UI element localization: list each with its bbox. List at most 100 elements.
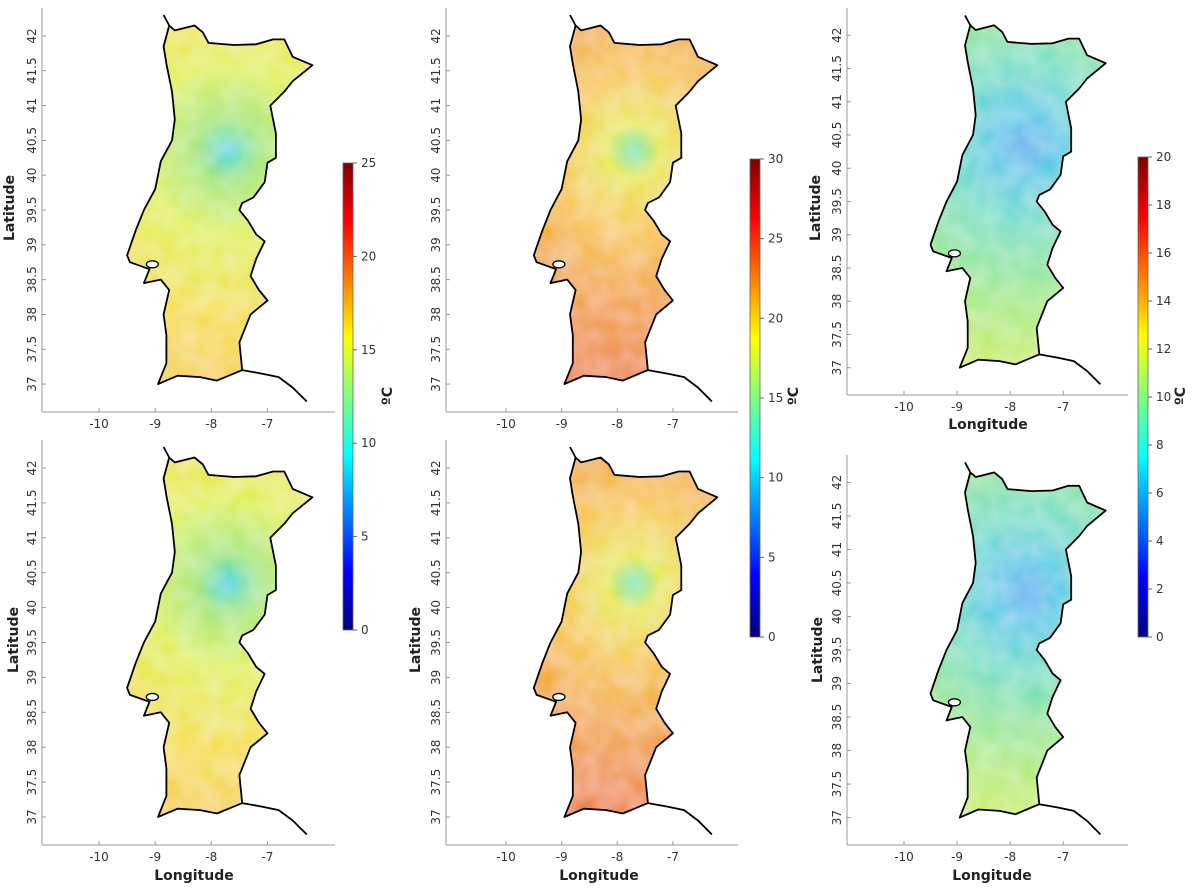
- x-tick-label: -9: [149, 417, 161, 431]
- estuary: [552, 692, 566, 702]
- colorbar-1: 0 5 10 15 20 25 ºC: [342, 156, 396, 637]
- y-tick-label: 42: [830, 28, 844, 43]
- coastline-extension: [647, 802, 713, 836]
- y-tick-label: 37.5: [25, 336, 39, 363]
- estuary: [145, 260, 159, 269]
- x-axis-label: Longitude: [948, 417, 1028, 433]
- coastline: [532, 456, 719, 818]
- coastline-extension: [242, 369, 308, 403]
- x-tick-label: -8: [1004, 850, 1016, 864]
- y-tick-label: 40: [429, 168, 443, 183]
- y-tick-label: 39: [830, 227, 844, 242]
- y-tick-label: 42: [25, 28, 39, 43]
- colorbar-unit-label: ºC: [380, 387, 396, 405]
- y-tick-label: 37.5: [25, 769, 39, 796]
- colorbar-tick-label: 14: [1156, 294, 1171, 308]
- x-tick-label: -10: [89, 417, 109, 431]
- y-tick-label: 41: [830, 94, 844, 109]
- colorbar-tick-label: 6: [1156, 486, 1164, 500]
- colorbar-tick-label: 30: [768, 152, 783, 166]
- y-tick-label: 37: [25, 376, 39, 391]
- y-tick-label: 39: [25, 670, 39, 685]
- colorbar-tick-label: 15: [361, 343, 376, 357]
- coastline: [929, 471, 1107, 819]
- colorbar-tick-label: 2: [1156, 582, 1164, 596]
- y-tick-label: 39: [429, 237, 443, 252]
- x-tick-label: -7: [667, 850, 679, 864]
- y-tick-label: 41.5: [25, 490, 39, 517]
- temperature-field: [533, 457, 718, 817]
- colorbar-unit-label: ºC: [1173, 387, 1189, 405]
- colorbar-ramp: [342, 162, 354, 631]
- x-tick-label: -8: [205, 850, 217, 864]
- x-tick-label: -7: [261, 417, 273, 431]
- y-tick-label: 41.5: [830, 503, 844, 530]
- colorbar-tick-label: 4: [1156, 534, 1164, 548]
- colorbar-tick-label: 8: [1156, 438, 1164, 452]
- colorbar-tick-label: 5: [361, 530, 369, 544]
- temperature-field: [930, 25, 1106, 368]
- map-panel-bottom-middle: 42 41.5 41 40.5 40 39.5 39 38.5 38 37.5 37 -10 -9 -8 -…: [408, 440, 738, 884]
- x-tick-label: -7: [667, 417, 679, 431]
- y-tick-label: 41: [830, 542, 844, 557]
- coastline-extension: [162, 446, 170, 458]
- coastline-extension: [1039, 353, 1102, 385]
- y-tick-label: 42: [429, 460, 443, 475]
- y-tick-label: 40: [830, 161, 844, 176]
- x-tick-label: -8: [611, 850, 623, 864]
- colorbar-tick-label: 25: [361, 156, 376, 170]
- y-tick-label: 42: [429, 28, 443, 43]
- map-panel-bottom-left: 42 41.5 41 40.5 40 39.5 39 38.5 38 37.5 37 -10 -9 -8 -…: [6, 440, 335, 884]
- x-tick-label: -7: [261, 850, 273, 864]
- coastline: [929, 24, 1107, 369]
- y-tick-label: 39.5: [830, 637, 844, 664]
- y-tick-label: 37.5: [830, 321, 844, 348]
- y-tick-label: 42: [25, 460, 39, 475]
- y-tick-label: 40.5: [429, 127, 443, 154]
- y-tick-label: 41: [25, 98, 39, 113]
- x-tick-label: -10: [496, 850, 516, 864]
- colorbar-tick-label: 0: [361, 623, 369, 637]
- y-tick-label: 41.5: [25, 57, 39, 84]
- x-tick-label: -9: [556, 850, 568, 864]
- x-tick-label: -10: [894, 850, 914, 864]
- colorbar-tick-label: 16: [1156, 246, 1171, 260]
- x-tick-label: -10: [496, 417, 516, 431]
- y-tick-label: 37.5: [429, 336, 443, 363]
- y-tick-label: 38.5: [830, 255, 844, 282]
- estuary: [947, 698, 962, 707]
- colorbar-ramp: [1137, 156, 1149, 638]
- colorbar-tick-label: 10: [361, 436, 376, 450]
- coastline-extension: [647, 369, 713, 403]
- y-tick-label: 37: [25, 809, 39, 824]
- y-tick-label: 41.5: [429, 57, 443, 84]
- colorbar-tick-label: 25: [768, 232, 783, 246]
- y-axis-label: Latitude: [6, 607, 22, 673]
- x-tick-label: -7: [1057, 400, 1069, 414]
- coastline-extension: [569, 14, 577, 26]
- y-axis-label: Latitude: [808, 175, 824, 241]
- y-tick-label: 41: [429, 530, 443, 545]
- y-tick-label: 39.5: [429, 197, 443, 224]
- y-axis-label: Latitude: [810, 617, 826, 683]
- x-tick-label: -8: [611, 417, 623, 431]
- coastline-extension: [569, 446, 577, 458]
- colorbar-tick-label: 20: [768, 311, 783, 325]
- temperature-field: [127, 457, 313, 817]
- y-tick-label: 38: [25, 740, 39, 755]
- y-tick-label: 38: [429, 740, 443, 755]
- y-tick-label: 37.5: [429, 769, 443, 796]
- y-tick-label: 37: [830, 810, 844, 825]
- y-tick-label: 40.5: [25, 127, 39, 154]
- coastline-extension: [162, 14, 170, 26]
- colorbar-unit-label: ºC: [786, 387, 802, 405]
- y-tick-label: 40: [429, 600, 443, 615]
- estuary: [552, 260, 566, 269]
- x-tick-label: -9: [951, 850, 963, 864]
- map-panel-top-middle: 42 41.5 41 40.5 40 39.5 39 38.5 38 37.5 37 -10 -9 -8 -…: [429, 8, 738, 431]
- x-tick-label: -8: [1004, 400, 1016, 414]
- y-tick-label: 39.5: [830, 188, 844, 215]
- y-tick-label: 37: [830, 360, 844, 375]
- y-tick-label: 39.5: [25, 197, 39, 224]
- x-tick-label: -9: [951, 400, 963, 414]
